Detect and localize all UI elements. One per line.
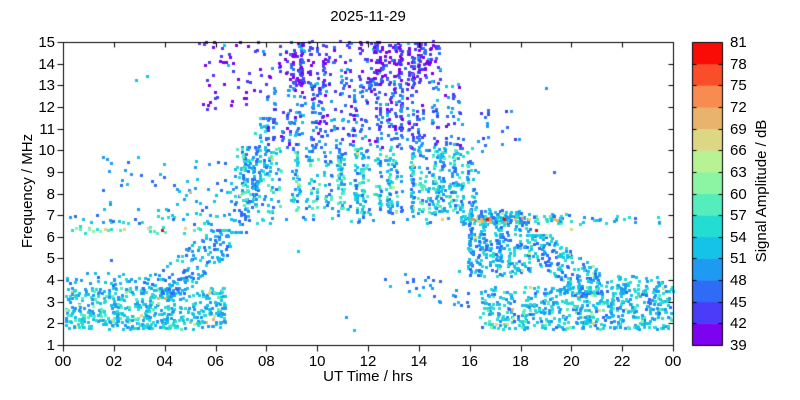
y-tick-label: 15 bbox=[38, 34, 55, 51]
y-tick-label: 1 bbox=[46, 337, 55, 354]
x-axis-label: UT Time / hrs bbox=[323, 368, 413, 385]
x-tick-label: 18 bbox=[512, 353, 529, 370]
colorbar-tick-label: 81 bbox=[730, 34, 747, 51]
x-tick-label: 22 bbox=[613, 353, 631, 370]
colorbar-tick-label: 39 bbox=[730, 337, 747, 354]
y-tick-label: 13 bbox=[38, 77, 55, 95]
x-tick-label: 04 bbox=[156, 353, 173, 370]
colorbar-tick-label: 75 bbox=[730, 77, 747, 95]
x-tick-label: 20 bbox=[562, 353, 580, 370]
colorbar-tick-label: 51 bbox=[730, 250, 747, 268]
y-tick-label: 11 bbox=[39, 120, 55, 138]
y-tick-label: 12 bbox=[38, 98, 55, 116]
colorbar-tick-label: 57 bbox=[730, 207, 747, 225]
x-tick-label: 12 bbox=[359, 353, 377, 370]
colorbar-tick-label: 42 bbox=[730, 315, 747, 333]
x-tick-label: 16 bbox=[461, 353, 478, 370]
chart-title: 2025-11-29 bbox=[330, 8, 406, 25]
x-tick-label: 00 bbox=[664, 353, 682, 370]
x-tick-label: 02 bbox=[105, 353, 123, 370]
x-tick-label: 14 bbox=[410, 353, 428, 370]
y-tick-label: 2 bbox=[46, 315, 55, 333]
colorbar-tick-label: 69 bbox=[730, 120, 747, 138]
colorbar-tick-label: 48 bbox=[730, 272, 747, 290]
y-tick-label: 8 bbox=[46, 185, 55, 203]
x-tick-label: 06 bbox=[207, 353, 224, 370]
y-tick-label: 5 bbox=[46, 250, 55, 268]
y-tick-label: 7 bbox=[46, 207, 55, 225]
colorbar-tick-label: 45 bbox=[730, 293, 747, 311]
x-tick-label: 08 bbox=[257, 353, 275, 370]
y-tick-label: 14 bbox=[38, 55, 55, 73]
y-tick-label: 4 bbox=[46, 272, 55, 290]
x-tick-label: 00 bbox=[54, 353, 72, 370]
x-tick-label: 10 bbox=[308, 353, 326, 370]
colorbar-tick-label: 63 bbox=[730, 163, 747, 181]
colorbar-tick-label: 78 bbox=[730, 55, 747, 73]
y-tick-label: 9 bbox=[46, 163, 55, 181]
y-tick-label: 10 bbox=[38, 142, 55, 160]
colorbar-tick-label: 72 bbox=[730, 98, 747, 116]
colorbar-tick-label: 54 bbox=[730, 228, 747, 246]
y-tick-label: 6 bbox=[46, 228, 55, 246]
colorbar-tick-label: 66 bbox=[730, 142, 747, 160]
y-tick-label: 3 bbox=[46, 293, 55, 311]
colorbar-tick-label: 60 bbox=[730, 185, 747, 203]
